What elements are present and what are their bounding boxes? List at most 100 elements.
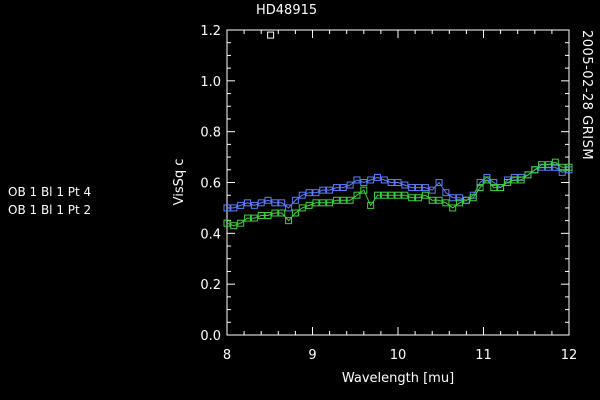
data-point: [394, 191, 402, 199]
data-point: [373, 173, 381, 181]
data-point: [339, 196, 347, 204]
data-point: [319, 199, 327, 207]
data-point: [319, 186, 327, 194]
data-point: [490, 179, 498, 186]
data-point: [298, 204, 306, 212]
data-point: [291, 209, 299, 217]
y-tick-label: 0.6: [200, 177, 221, 192]
data-point: [387, 191, 395, 199]
data-point: [285, 204, 293, 212]
x-tick-label: 8: [223, 348, 231, 363]
data-point: [223, 204, 231, 212]
outlier-point: [267, 31, 275, 39]
data-point: [408, 184, 416, 192]
data-point: [456, 199, 464, 207]
data-point: [428, 196, 436, 204]
data-point: [312, 199, 320, 207]
data-point: [456, 194, 464, 202]
data-point: [551, 163, 559, 171]
legend-entry-series-1: OB 1 Bl 1 Pt 4: [8, 185, 91, 199]
data-point: [332, 196, 340, 204]
data-point: [250, 201, 258, 209]
data-point: [428, 186, 436, 194]
series-line: [227, 166, 570, 209]
series-1: [223, 163, 573, 212]
y-tick-label: 1.2: [200, 24, 221, 39]
side-date-label: 2005-02-28 GRISM: [579, 30, 594, 160]
data-point: [257, 212, 265, 220]
data-point: [360, 186, 368, 194]
data-point: [305, 189, 313, 197]
data-point: [326, 199, 334, 207]
data-point: [510, 176, 518, 184]
data-point: [291, 196, 299, 204]
data-point: [565, 163, 573, 171]
data-point: [415, 194, 423, 202]
data-point: [551, 158, 559, 166]
data-point: [503, 179, 511, 186]
y-tick-label: 0.4: [200, 227, 221, 242]
data-point: [538, 161, 546, 169]
data-point: [264, 212, 272, 220]
data-point: [244, 214, 252, 222]
data-point: [305, 201, 313, 209]
data-point: [544, 161, 552, 169]
data-point: [558, 168, 566, 176]
y-axis-label: VisSq c: [172, 159, 187, 206]
data-point: [435, 179, 443, 186]
data-point: [490, 184, 498, 192]
data-point: [373, 191, 381, 199]
data-point: [449, 194, 457, 202]
data-point: [237, 219, 245, 227]
data-point: [421, 184, 429, 192]
data-point: [476, 179, 484, 186]
x-tick-label: 11: [475, 348, 492, 363]
data-point: [380, 191, 388, 199]
y-tick-label: 0.2: [200, 278, 221, 293]
data-point: [353, 176, 361, 184]
data-point: [524, 171, 532, 179]
data-point: [367, 201, 375, 209]
data-point: [367, 176, 375, 184]
data-point: [326, 186, 334, 194]
data-point: [271, 199, 279, 207]
data-point: [442, 199, 450, 207]
x-tick-label: 10: [390, 348, 407, 363]
data-point: [387, 179, 395, 186]
y-tick-label: 0.0: [200, 329, 221, 344]
data-point: [380, 176, 388, 184]
data-point: [435, 196, 443, 204]
data-point: [346, 196, 354, 204]
data-point: [558, 163, 566, 171]
data-point: [278, 199, 286, 207]
data-point: [531, 166, 539, 174]
data-point: [401, 181, 409, 189]
data-point: [449, 204, 457, 212]
data-point: [476, 184, 484, 192]
data-point: [250, 214, 258, 222]
legend-entry-series-2: OB 1 Bl 1 Pt 2: [8, 203, 91, 217]
y-axis-ticks: 0.0 0.2 0.4 0.6 0.8 1.0 1.2: [200, 24, 569, 344]
series-2: [223, 158, 573, 230]
data-point: [312, 189, 320, 197]
x-tick-label: 9: [308, 348, 316, 363]
data-point: [278, 209, 286, 217]
data-point: [244, 199, 252, 207]
data-point: [264, 196, 272, 204]
data-point: [415, 184, 423, 192]
data-point: [353, 191, 361, 199]
outlier-layer: [267, 31, 275, 39]
data-point: [517, 176, 525, 184]
data-point: [346, 181, 354, 189]
data-point: [285, 217, 293, 225]
data-point: [497, 184, 505, 192]
data-point: [394, 179, 402, 186]
data-point: [230, 222, 238, 230]
series-layer: [223, 158, 573, 230]
x-axis-ticks: 8 9 10 11 12: [223, 30, 577, 363]
data-point: [223, 219, 231, 227]
data-point: [298, 191, 306, 199]
data-point: [332, 184, 340, 192]
y-tick-label: 0.8: [200, 126, 221, 141]
